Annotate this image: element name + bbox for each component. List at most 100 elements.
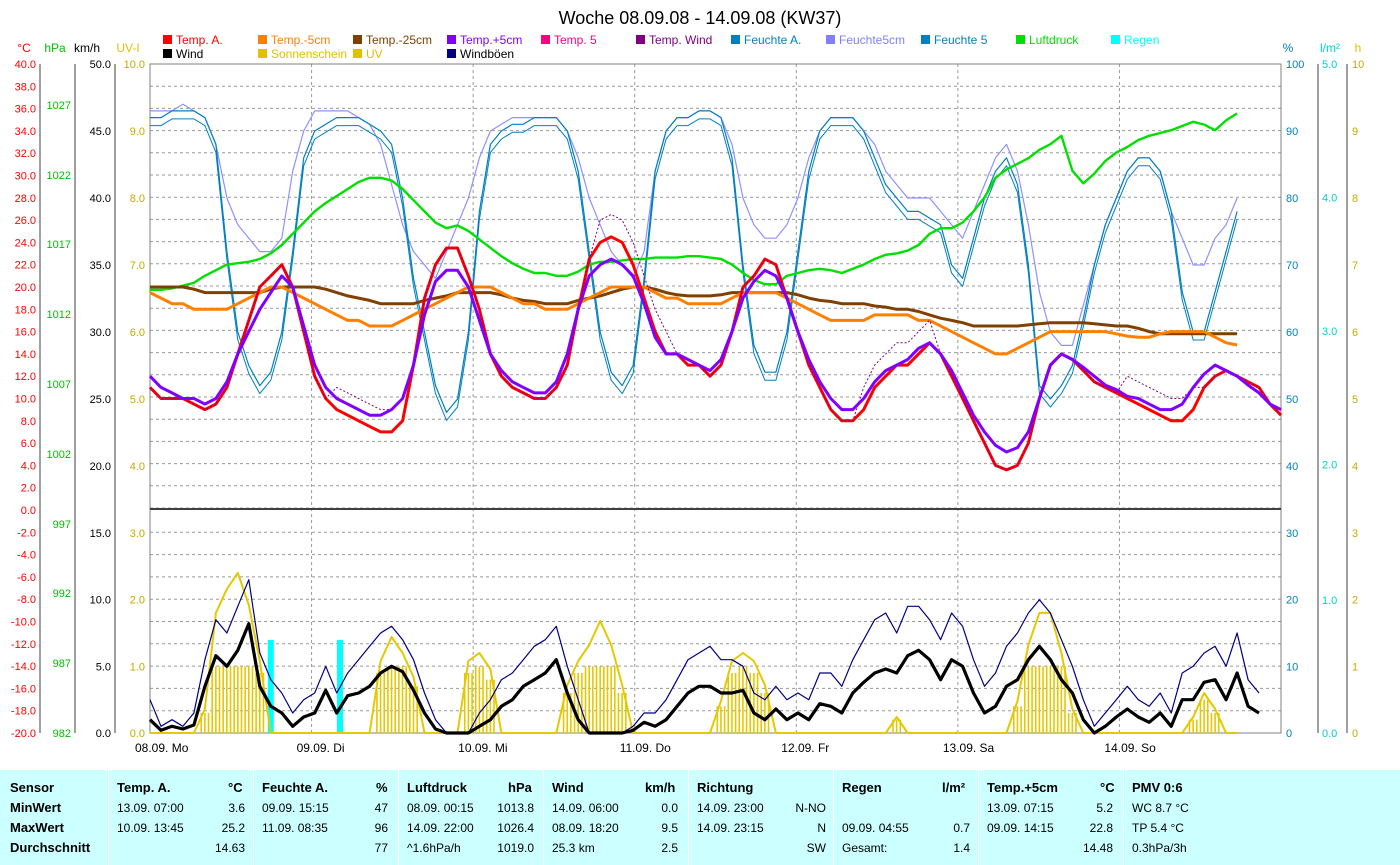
sunshine-bar <box>767 692 770 733</box>
humidity-tick-label: 60 <box>1286 327 1298 339</box>
luftdruck-min-time: 08.09. 00:15 <box>407 801 474 815</box>
legend-label: Sonnenschein <box>271 47 347 61</box>
wind-min-time: 14.09. 06:00 <box>552 801 619 815</box>
weather-chart: Woche 08.09.08 - 14.09.08 (KW37) Temp. A… <box>11 8 1364 755</box>
richtung-max-time: 14.09. 23:15 <box>697 821 764 835</box>
rain-tick-label: 0.0 <box>1322 728 1337 740</box>
sunshine-bar <box>573 672 576 733</box>
sunshine-bar <box>1203 699 1205 733</box>
legend-swatch <box>1016 35 1025 44</box>
rain-bar <box>267 639 274 733</box>
sunshine-bar <box>738 666 741 733</box>
sunshine-bar <box>720 706 722 733</box>
uv-tick-label: 5.0 <box>130 394 145 406</box>
legend-swatch <box>163 35 172 44</box>
richtung-min-time: 14.09. 23:00 <box>697 801 764 815</box>
sunshine-bar <box>200 712 203 733</box>
temp-a-max-value: 25.2 <box>221 821 245 835</box>
temp-tick-label: -20.0 <box>11 728 36 740</box>
sunshine-bar <box>1049 666 1052 733</box>
sunshine-bar <box>211 666 213 733</box>
humidity-tick-label: 10 <box>1286 661 1298 673</box>
temp-tick-label: 12.0 <box>15 371 36 383</box>
temp-tick-label: 34.0 <box>15 126 36 138</box>
sunshine-bar <box>1217 712 1220 733</box>
x-tick-label: 08.09. Mo <box>135 741 189 755</box>
rain-unit-label: l/m² <box>1320 41 1340 55</box>
sunshine-bar <box>237 666 239 733</box>
sun-tick-label: 10 <box>1352 59 1364 71</box>
pressure-line <box>150 112 1238 291</box>
pressure-tick-label: 1002 <box>47 449 71 461</box>
chart-title: Woche 08.09.08 - 14.09.08 (KW37) <box>559 8 842 28</box>
wind-max-time: 08.09. 18:20 <box>552 821 619 835</box>
humidity-tick-label: 30 <box>1286 528 1298 540</box>
temp-a-avg-value: 14.63 <box>214 841 245 855</box>
temp5-max-value: 22.8 <box>1089 821 1113 835</box>
sunshine-bar <box>474 666 477 733</box>
legend-swatch <box>826 35 835 44</box>
separator <box>543 770 544 865</box>
legend-swatch <box>258 49 267 58</box>
header-richtung: Richtung <box>697 780 754 795</box>
uv-tick-label: 4.0 <box>130 461 145 473</box>
temp-unit-label: °C <box>17 41 31 55</box>
sunshine-bar <box>401 666 404 733</box>
sunshine-bar <box>412 686 415 733</box>
pmv-pressure-trend: 0.3hPa/3h <box>1132 841 1187 855</box>
legend-label: Luftdruck <box>1029 33 1079 47</box>
sunshine-bar <box>1020 706 1022 733</box>
sunshine-bar <box>489 679 492 733</box>
sunshine-bar <box>624 692 627 733</box>
sunshine-bar <box>606 666 609 733</box>
sunshine-bar <box>1060 666 1063 733</box>
sunshine-bar <box>398 666 400 733</box>
legend-swatch <box>353 35 362 44</box>
feuchte-max-value: 96 <box>374 821 388 835</box>
uv-tick-label: 3.0 <box>130 528 145 540</box>
separator <box>978 770 979 865</box>
sunshine-bar <box>387 666 389 733</box>
temp-wind-line <box>149 214 1282 471</box>
header-luftdruck-unit: hPa <box>508 780 532 795</box>
pressure-tick-label: 1007 <box>47 379 71 391</box>
sunshine-bar <box>899 719 902 733</box>
wind-tick-label: 40.0 <box>90 193 111 205</box>
header-feuchte: Feuchte A. <box>262 780 328 795</box>
temp-tick-label: 6.0 <box>21 438 36 450</box>
sunshine-bar <box>1038 666 1041 733</box>
legend-label: Temp. A. <box>176 33 223 47</box>
sunshine-bar <box>1214 712 1216 733</box>
pressure-unit-label: hPa <box>44 41 66 55</box>
sunshine-bar <box>485 679 488 733</box>
sunshine-bar <box>595 666 598 733</box>
rain-tick-label: 4.0 <box>1322 193 1337 205</box>
pmv-dewpoint: TP 5.4 °C <box>1132 821 1184 835</box>
temp-tick-label: 32.0 <box>15 148 36 160</box>
x-tick-label: 14.09. So <box>1104 741 1156 755</box>
uv-unit-label: UV-I <box>116 41 139 55</box>
sunshine-bar <box>1016 706 1019 733</box>
luftdruck-max-value: 1026.4 <box>497 821 534 835</box>
temp-tick-label: -18.0 <box>11 706 36 718</box>
header-luftdruck: Luftdruck <box>407 780 467 795</box>
feuchte-min-value: 47 <box>374 801 388 815</box>
regen-total-value: 1.4 <box>953 841 970 855</box>
humidity-tick-label: 100 <box>1286 59 1304 71</box>
sunshine-bar <box>394 666 397 733</box>
richtung-max-value: N <box>817 821 826 835</box>
wind-tick-label: 45.0 <box>90 126 111 138</box>
sunshine-bar <box>240 666 243 733</box>
sunshine-bar <box>255 672 257 733</box>
sunshine-bar <box>251 666 254 733</box>
header-wind-unit: km/h <box>645 780 676 795</box>
sunshine-bar <box>895 719 898 733</box>
x-tick-label: 10.09. Mi <box>458 741 507 755</box>
sunshine-bar <box>262 672 265 733</box>
sunshine-bar <box>1192 719 1194 733</box>
humidity-tick-label: 80 <box>1286 193 1298 205</box>
temp-tick-label: 22.0 <box>15 260 36 272</box>
temp-tick-label: 0.0 <box>21 505 36 517</box>
wind-distance: 25.3 km <box>552 841 595 855</box>
rain-tick-label: 2.0 <box>1322 460 1337 472</box>
